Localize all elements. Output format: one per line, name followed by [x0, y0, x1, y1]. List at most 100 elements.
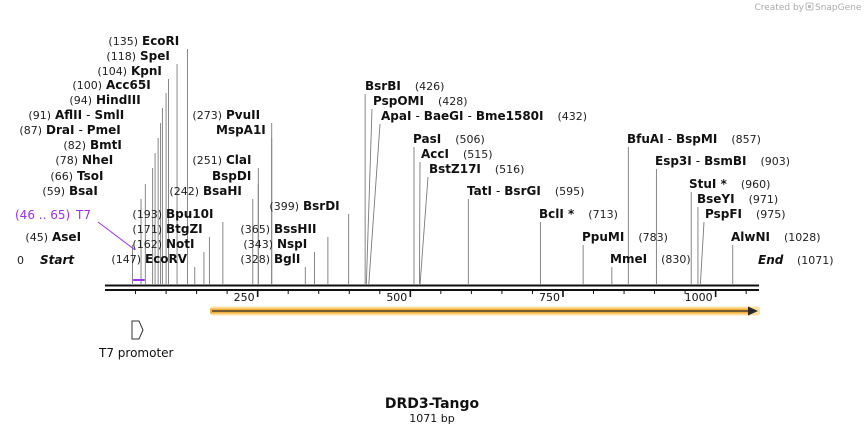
site-esp3i[interactable]: Esp3I - BsmBI (903) [655, 154, 790, 168]
orf-feature[interactable] [210, 306, 760, 316]
site-alwni[interactable]: AlwNI (1028) [731, 230, 821, 244]
site-acc65i[interactable]: Acc65I (100) [72, 78, 150, 92]
site-name-label[interactable]: EcoRI [142, 34, 179, 48]
site-hindiii[interactable]: HindIII (94) [69, 93, 140, 107]
site-name-label[interactable]: TsoI [77, 169, 103, 183]
site-name-label[interactable]: AflII [55, 108, 82, 122]
site-name-label[interactable]: SmlI [94, 108, 124, 122]
site-name-label[interactable]: KpnI [131, 64, 162, 78]
site-spei[interactable]: SpeI (118) [106, 49, 169, 63]
site-name-label[interactable]: BseYI [697, 192, 735, 206]
site-name-label[interactable]: Acc65I [106, 78, 151, 92]
site-name-label[interactable]: PspFI [705, 207, 742, 221]
site-asei[interactable]: AseI (45) [25, 230, 81, 244]
site-name-label[interactable]: BstZ17I [429, 162, 481, 176]
site-name-label[interactable]: BsmBI [704, 154, 746, 168]
site-ecori[interactable]: EcoRI (135) [108, 34, 179, 48]
site-btgzi[interactable]: BtgZI (171) [132, 222, 202, 236]
site-bsai[interactable]: BsaI (59) [42, 184, 97, 198]
site-name-label[interactable]: BsaI [69, 184, 98, 198]
site-drai[interactable]: DraI - PmeI (87) [19, 123, 120, 137]
site-noti[interactable]: NotI (162) [132, 237, 194, 251]
site-ppumi[interactable]: PpuMI (783) [582, 230, 668, 244]
site-clai[interactable]: ClaI (251) [192, 153, 251, 167]
site-nspi[interactable]: NspI (343) [243, 237, 307, 251]
site-name-label[interactable]: BssHII [274, 222, 316, 236]
site-name-label[interactable]: BspDI [212, 169, 251, 183]
site-name-label[interactable]: Bpu10I [166, 207, 213, 221]
site-name-label[interactable]: BclI * [539, 207, 575, 221]
site-name-label[interactable]: BtgZI [166, 222, 203, 236]
site-name-label[interactable]: BglI [274, 252, 300, 266]
site-name-label[interactable]: HindIII [96, 93, 141, 107]
site-name-label[interactable]: BsrGI [504, 184, 541, 198]
site-name-label[interactable]: BmtI [90, 138, 122, 152]
site-name-label[interactable]: StuI * [689, 177, 728, 191]
site-name-label[interactable]: TatI [467, 184, 492, 198]
site-name-label[interactable]: BsrBI [365, 79, 401, 93]
site-name-label[interactable]: DraI [46, 123, 74, 137]
site-bsrbi[interactable]: BsrBI (426) [365, 79, 444, 93]
site-bfuai[interactable]: BfuAI - BspMI (857) [627, 132, 761, 146]
site-name-label[interactable]: AlwNI [731, 230, 770, 244]
site-pos-label: (432) [558, 110, 588, 123]
site-name-label[interactable]: Bme1580I [476, 109, 544, 123]
site-aflii[interactable]: AflII - SmlI (91) [28, 108, 124, 122]
start-marker: 0 Start [17, 253, 75, 267]
site-pos-label: (506) [455, 133, 485, 146]
site-name-label[interactable]: SpeI [140, 49, 170, 63]
site-bspdi[interactable]: BspDI [212, 169, 251, 183]
site-pspfi[interactable]: PspFI (975) [705, 207, 786, 221]
site-name-label[interactable]: BfuAI [627, 132, 664, 146]
site-pasi[interactable]: PasI (506) [413, 132, 485, 146]
site-name-separator: - [468, 109, 472, 123]
site-name-label[interactable]: NotI [166, 237, 195, 251]
site-kpni[interactable]: KpnI (104) [97, 64, 162, 78]
site-name-label[interactable]: MspA1I [216, 123, 266, 137]
site-name-label[interactable]: BsaHI [203, 184, 242, 198]
site-name-label[interactable]: NspI [277, 237, 307, 251]
site-bsahi[interactable]: BsaHI (242) [169, 184, 242, 198]
site-name-label[interactable]: PpuMI [582, 230, 624, 244]
site-mspa1i[interactable]: MspA1I [216, 123, 266, 137]
site-name-label[interactable]: BsrDI [303, 199, 340, 213]
site-bsshii[interactable]: BssHII (365) [240, 222, 316, 236]
site-bgli[interactable]: BglI (328) [240, 252, 300, 266]
site-bsrdi[interactable]: BsrDI (399) [269, 199, 339, 213]
site-pvuii[interactable]: PvuII (273) [192, 108, 260, 122]
site-apai[interactable]: ApaI - BaeGI - Bme1580I (432) [381, 109, 587, 123]
t7-promoter-arrow-icon[interactable] [131, 320, 144, 340]
site-name-label[interactable]: PasI [413, 132, 441, 146]
site-nhei[interactable]: NheI (78) [55, 153, 113, 167]
site-name-label[interactable]: AccI [421, 147, 449, 161]
t7-name-label: T7 [75, 208, 91, 222]
site-acci[interactable]: AccI (515) [421, 147, 493, 161]
site-pspomi[interactable]: PspOMI (428) [373, 94, 468, 108]
site-name-label[interactable]: BspMI [676, 132, 717, 146]
site-name-label[interactable]: PmeI [87, 123, 121, 137]
end-pos-value: 1071 [801, 254, 829, 267]
site-name-label[interactable]: PvuII [226, 108, 260, 122]
site-bmti[interactable]: BmtI (82) [63, 138, 121, 152]
site-name-label[interactable]: Esp3I [655, 154, 692, 168]
site-ecorv[interactable]: EcoRV (147) [111, 252, 187, 266]
site-bseyi[interactable]: BseYI (971) [697, 192, 778, 206]
site-stui[interactable]: StuI * (960) [689, 177, 770, 191]
site-name-label[interactable]: PspOMI [373, 94, 424, 108]
site-name-label[interactable]: BaeGI [424, 109, 464, 123]
t7-promoter-feature[interactable]: T7 promoter [98, 320, 174, 360]
site-name-label[interactable]: EcoRV [145, 252, 188, 266]
site-bstz17i[interactable]: BstZ17I (516) [429, 162, 524, 176]
site-tati[interactable]: TatI - BsrGI (595) [467, 184, 584, 198]
site-name-label[interactable]: AseI [52, 230, 81, 244]
site-name-label[interactable]: ClaI [226, 153, 251, 167]
site-pos-label: (251) [192, 154, 222, 167]
site-mmei[interactable]: MmeI (830) [610, 252, 691, 266]
site-name-label[interactable]: ApaI [381, 109, 411, 123]
site-tsoi[interactable]: TsoI (66) [50, 169, 103, 183]
site-bcli[interactable]: BclI * (713) [539, 207, 618, 221]
site-name-label[interactable]: MmeI [610, 252, 647, 266]
site-bpu10i[interactable]: Bpu10I (193) [132, 207, 213, 221]
site-name-label[interactable]: NheI [82, 153, 113, 167]
site-pos-label: (515) [463, 148, 493, 161]
